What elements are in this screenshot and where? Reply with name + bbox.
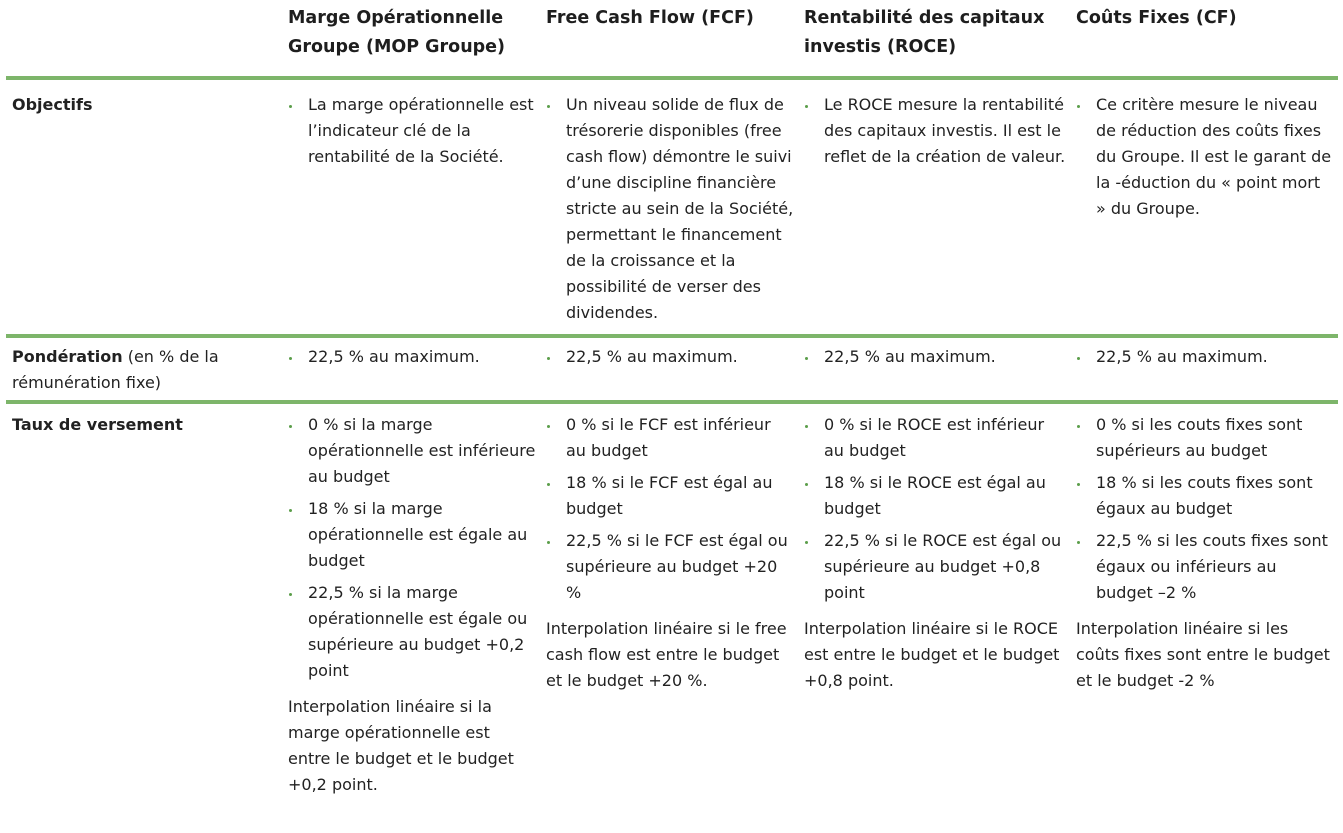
cell-objectifs-cf: Ce critère mesure le niveau de réduction… xyxy=(1070,78,1338,338)
criteria-table: Marge Opérationnelle Groupe (MOP Groupe)… xyxy=(6,2,1338,804)
list-item: 22,5 % si les couts fixes sont égaux ou … xyxy=(1076,528,1334,606)
interpolation-note: Interpolation linéaire si le free cash f… xyxy=(546,619,787,690)
row-taux-de-versement: Taux de versement 0 % si la marge opérat… xyxy=(6,402,1338,804)
row-label-taux: Taux de versement xyxy=(6,402,282,804)
column-header-fcf: Free Cash Flow (FCF) xyxy=(540,2,798,80)
cell-ponderation-roce: 22,5 % au maximum. xyxy=(798,336,1070,404)
list-item: Un niveau solide de flux de trésorerie d… xyxy=(546,92,794,326)
row-label-suffix: (en % de la rémunération fixe) xyxy=(12,347,219,392)
cell-objectifs-fcf: Un niveau solide de flux de trésorerie d… xyxy=(540,78,798,338)
list-item: 0 % si la marge opérationnelle est infér… xyxy=(288,412,536,490)
list-item: La marge opérationnelle est l’indicateur… xyxy=(288,92,536,170)
row-label-text: Pondération xyxy=(12,347,123,366)
header-corner-cell xyxy=(6,2,282,80)
row-label-ponderation: Pondération (en % de la rémunération fix… xyxy=(6,336,282,404)
column-header-mop: Marge Opérationnelle Groupe (MOP Groupe) xyxy=(282,2,540,80)
cell-ponderation-fcf: 22,5 % au maximum. xyxy=(540,336,798,404)
cell-ponderation-cf: 22,5 % au maximum. xyxy=(1070,336,1338,404)
list-item: 0 % si le FCF est inférieur au budget xyxy=(546,412,794,464)
cell-taux-cf: 0 % si les couts fixes sont supérieurs a… xyxy=(1070,402,1338,804)
cell-taux-roce: 0 % si le ROCE est inférieur au budget 1… xyxy=(798,402,1070,804)
list-item: Le ROCE mesure la rentabilité des capita… xyxy=(804,92,1066,170)
list-item: 22,5 % si la marge opérationnelle est ég… xyxy=(288,580,536,684)
cell-objectifs-roce: Le ROCE mesure la rentabilité des capita… xyxy=(798,78,1070,338)
list-item: 22,5 % si le ROCE est égal ou supérieure… xyxy=(804,528,1066,606)
column-header-roce: Rentabilité des capitaux investis (ROCE) xyxy=(798,2,1070,80)
row-label-text: Objectifs xyxy=(12,95,93,114)
list-item: 18 % si le ROCE est égal au budget xyxy=(804,470,1066,522)
row-label-text: Taux de versement xyxy=(12,415,183,434)
list-item: 22,5 % au maximum. xyxy=(288,344,536,370)
cell-taux-fcf: 0 % si le FCF est inférieur au budget 18… xyxy=(540,402,798,804)
list-item: 0 % si le ROCE est inférieur au budget xyxy=(804,412,1066,464)
list-item: 22,5 % au maximum. xyxy=(1076,344,1334,370)
list-item: 22,5 % au maximum. xyxy=(804,344,1066,370)
cell-taux-mop: 0 % si la marge opérationnelle est infér… xyxy=(282,402,540,804)
interpolation-note: Interpolation linéaire si les coûts fixe… xyxy=(1076,619,1330,690)
row-ponderation: Pondération (en % de la rémunération fix… xyxy=(6,336,1338,404)
interpolation-note: Interpolation linéaire si la marge opéra… xyxy=(288,697,514,794)
list-item: Ce critère mesure le niveau de réduction… xyxy=(1076,92,1334,222)
list-item: 18 % si les couts fixes sont égaux au bu… xyxy=(1076,470,1334,522)
list-item: 18 % si la marge opérationnelle est égal… xyxy=(288,496,536,574)
list-item: 22,5 % si le FCF est égal ou supérieure … xyxy=(546,528,794,606)
list-item: 18 % si le FCF est égal au budget xyxy=(546,470,794,522)
column-header-cf: Coûts Fixes (CF) xyxy=(1070,2,1338,80)
cell-objectifs-mop: La marge opérationnelle est l’indicateur… xyxy=(282,78,540,338)
list-item: 0 % si les couts fixes sont supérieurs a… xyxy=(1076,412,1334,464)
row-objectifs: Objectifs La marge opérationnelle est l’… xyxy=(6,78,1338,338)
list-item: 22,5 % au maximum. xyxy=(546,344,794,370)
header-row: Marge Opérationnelle Groupe (MOP Groupe)… xyxy=(6,2,1338,80)
interpolation-note: Interpolation linéaire si le ROCE est en… xyxy=(804,619,1060,690)
cell-ponderation-mop: 22,5 % au maximum. xyxy=(282,336,540,404)
row-label-objectifs: Objectifs xyxy=(6,78,282,338)
